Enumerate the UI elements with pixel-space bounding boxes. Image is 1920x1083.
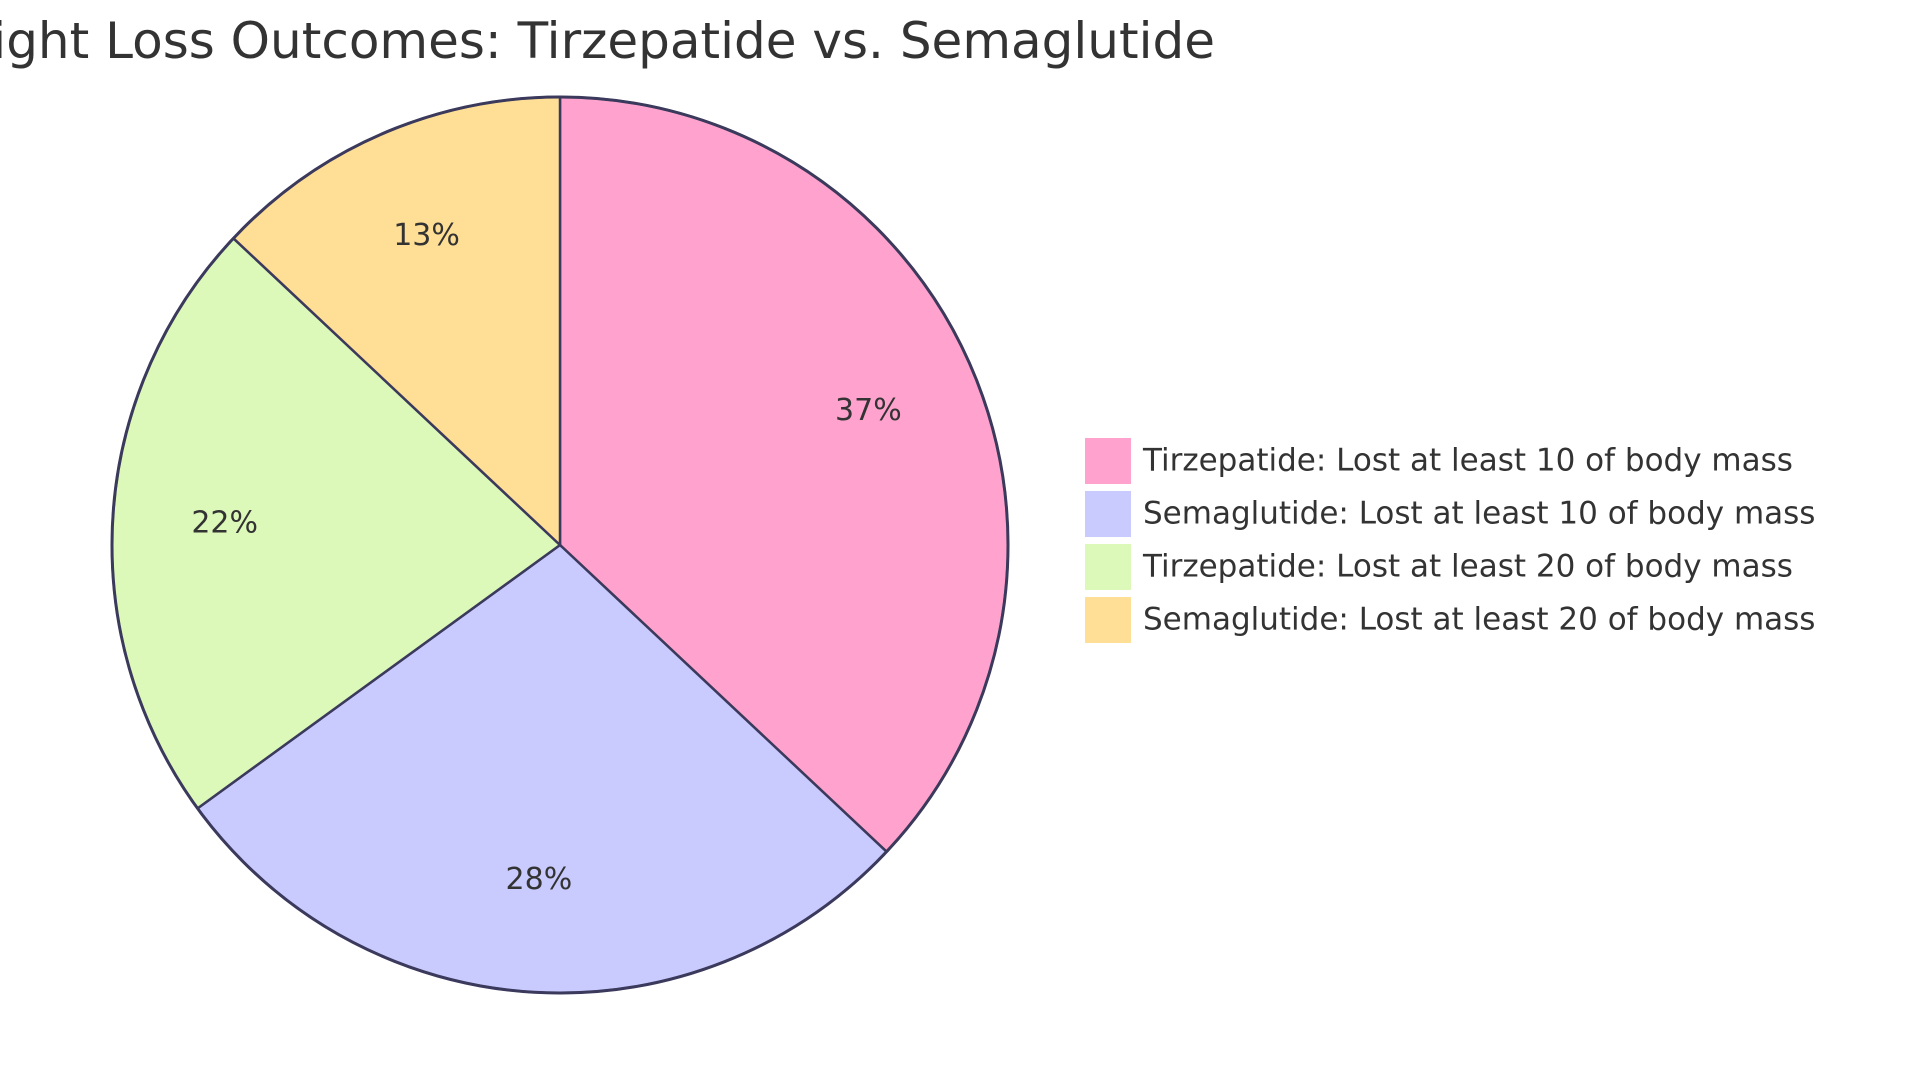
legend-swatch-1 — [1085, 438, 1131, 484]
legend-label-1: Tirzepatide: Lost at least 10 of body ma… — [1142, 443, 1793, 479]
pie-outline — [110, 95, 1010, 995]
legend-label-3: Tirzepatide: Lost at least 20 of body ma… — [1142, 549, 1793, 585]
legend-swatch-4 — [1085, 597, 1131, 643]
legend: Tirzepatide: Lost at least 10 of body ma… — [1085, 438, 1815, 643]
legend-swatch-2 — [1085, 491, 1131, 537]
legend-label-4: Semaglutide: Lost at least 20 of body ma… — [1143, 602, 1815, 638]
slice-label-2: 28% — [506, 862, 573, 897]
slice-label-1: 37% — [835, 393, 902, 428]
pie-slices — [110, 95, 1010, 995]
slice-label-3: 22% — [191, 505, 258, 540]
pie-slice-labels: 37% 28% 22% 13% — [191, 218, 901, 897]
slice-label-4: 13% — [393, 218, 460, 253]
legend-swatch-3 — [1085, 544, 1131, 590]
chart-title: Weight Loss Outcomes: Tirzepatide vs. Se… — [0, 12, 1215, 70]
legend-label-2: Semaglutide: Lost at least 10 of body ma… — [1143, 496, 1815, 532]
